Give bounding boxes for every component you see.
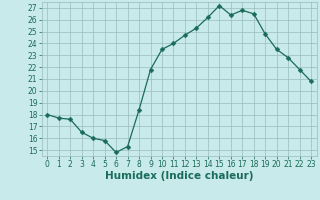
X-axis label: Humidex (Indice chaleur): Humidex (Indice chaleur) [105,171,253,181]
